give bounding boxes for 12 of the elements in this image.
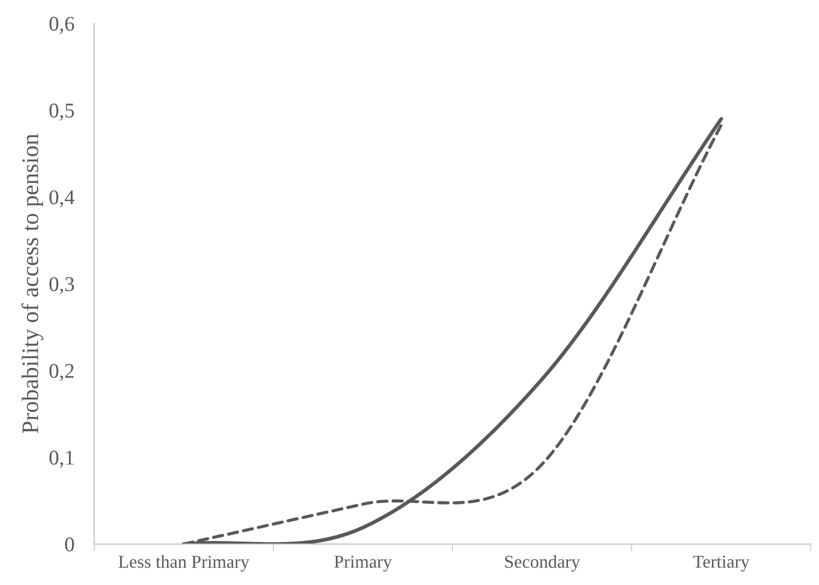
y-tick-label: 0,2 [49, 364, 74, 381]
x-tick-label: Primary [334, 556, 392, 572]
y-tick-label: 0,3 [49, 277, 74, 294]
y-tick-label: 0,6 [49, 16, 74, 34]
y-tick-label: 0 [65, 537, 74, 552]
y-tick-label: 0,1 [49, 450, 74, 468]
y-tick-label: 0,4 [49, 190, 74, 208]
x-tick-label: Secondary [505, 555, 580, 572]
y-tick-label: 0,5 [49, 104, 74, 121]
x-tick-label: Tertiary [693, 556, 750, 572]
y-axis-title: Probability of access to pension [21, 134, 44, 434]
x-tick-label: Less than Primary [118, 555, 250, 572]
